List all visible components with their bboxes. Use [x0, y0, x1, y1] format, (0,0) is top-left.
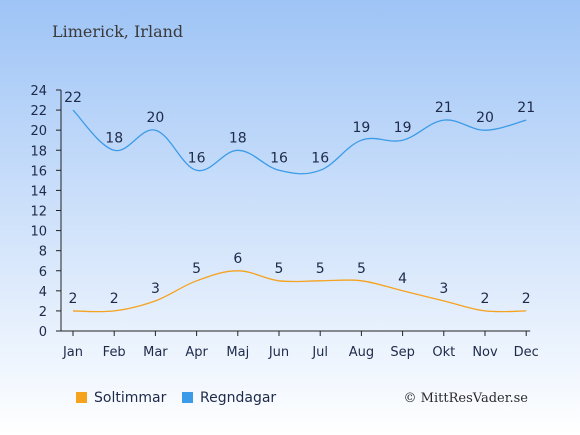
- y-tick-label: 10: [30, 225, 47, 240]
- data-label-regndagar: 19: [394, 120, 412, 136]
- series-lines: [72, 109, 527, 313]
- x-axis-ticks: Jan Feb Mar Apr Maj Jun Jul Aug Sep Okt Nov Dec: [62, 331, 539, 360]
- data-label-soltimmar: 2: [69, 291, 78, 307]
- data-label-soltimmar: 5: [275, 261, 284, 277]
- series-line-soltimmar: [72, 270, 527, 313]
- y-tick-label: 20: [30, 124, 47, 139]
- x-tick-label: Okt: [432, 345, 455, 360]
- y-tick-label: 4: [39, 285, 47, 300]
- data-label-soltimmar: 2: [481, 291, 490, 307]
- data-label-soltimmar: 5: [357, 261, 366, 277]
- y-tick-label: 2: [39, 305, 47, 320]
- data-label-regndagar: 22: [64, 90, 82, 106]
- y-tick-label: 24: [30, 84, 47, 99]
- legend: Soltimmar Regndagar: [76, 390, 276, 406]
- data-label-soltimmar: 6: [233, 251, 242, 267]
- legend-label-regndagar: Regndagar: [200, 390, 276, 406]
- copyright-text: © MittResVader.se: [404, 391, 529, 406]
- y-tick-label: 6: [39, 265, 47, 280]
- data-label-soltimmar: 3: [439, 281, 448, 297]
- data-label-regndagar: 21: [435, 100, 453, 116]
- x-tick-label: Aug: [349, 345, 374, 360]
- x-tick-label: Jun: [268, 345, 289, 360]
- y-tick-label: 12: [30, 205, 47, 220]
- x-tick-label: Sep: [390, 345, 415, 360]
- data-label-regndagar: 21: [517, 100, 535, 116]
- y-tick-label: 0: [39, 325, 47, 340]
- series-line-regndagar: [72, 109, 527, 175]
- data-label-regndagar: 16: [270, 150, 288, 166]
- data-label-soltimmar: 2: [522, 291, 531, 307]
- y-tick-label: 14: [30, 184, 47, 199]
- data-label-soltimmar: 5: [316, 261, 325, 277]
- x-tick-label: Mar: [143, 345, 168, 360]
- y-tick-label: 8: [39, 245, 47, 260]
- x-tick-label: Maj: [226, 345, 249, 360]
- y-tick-label: 18: [30, 144, 47, 159]
- data-label-regndagar: 16: [188, 150, 206, 166]
- data-label-soltimmar: 3: [151, 281, 160, 297]
- legend-label-soltimmar: Soltimmar: [94, 390, 167, 406]
- y-tick-label: 22: [30, 104, 47, 119]
- data-label-soltimmar: 2: [110, 291, 119, 307]
- y-tick-label: 16: [30, 164, 47, 179]
- x-tick-label: Jul: [311, 345, 328, 360]
- data-label-regndagar: 16: [311, 150, 329, 166]
- data-label-regndagar: 18: [105, 130, 123, 146]
- data-label-regndagar: 20: [146, 110, 164, 126]
- chart-title: Limerick, Irland: [52, 22, 183, 41]
- x-tick-label: Dec: [514, 345, 539, 360]
- x-tick-label: Nov: [472, 345, 498, 360]
- legend-swatch-regndagar: [182, 392, 193, 403]
- x-tick-label: Apr: [185, 345, 208, 360]
- data-label-soltimmar: 5: [192, 261, 201, 277]
- data-label-soltimmar: 4: [398, 271, 407, 287]
- legend-swatch-soltimmar: [76, 392, 87, 403]
- x-tick-label: Jan: [62, 345, 83, 360]
- data-label-regndagar: 20: [476, 110, 494, 126]
- data-label-regndagar: 19: [352, 120, 370, 136]
- x-tick-label: Feb: [103, 345, 126, 360]
- data-label-regndagar: 18: [229, 130, 247, 146]
